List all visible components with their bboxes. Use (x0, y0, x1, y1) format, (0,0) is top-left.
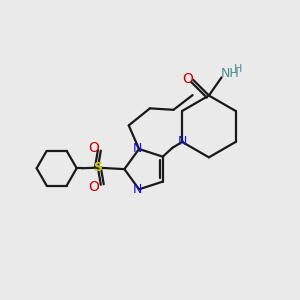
Text: O: O (88, 141, 99, 155)
Text: S: S (93, 161, 102, 174)
Text: N: N (177, 135, 187, 148)
Text: NH: NH (220, 67, 239, 80)
Text: O: O (182, 72, 194, 86)
Text: N: N (133, 142, 142, 155)
Text: O: O (88, 180, 99, 194)
Text: H: H (234, 64, 242, 74)
Text: N: N (133, 183, 142, 196)
